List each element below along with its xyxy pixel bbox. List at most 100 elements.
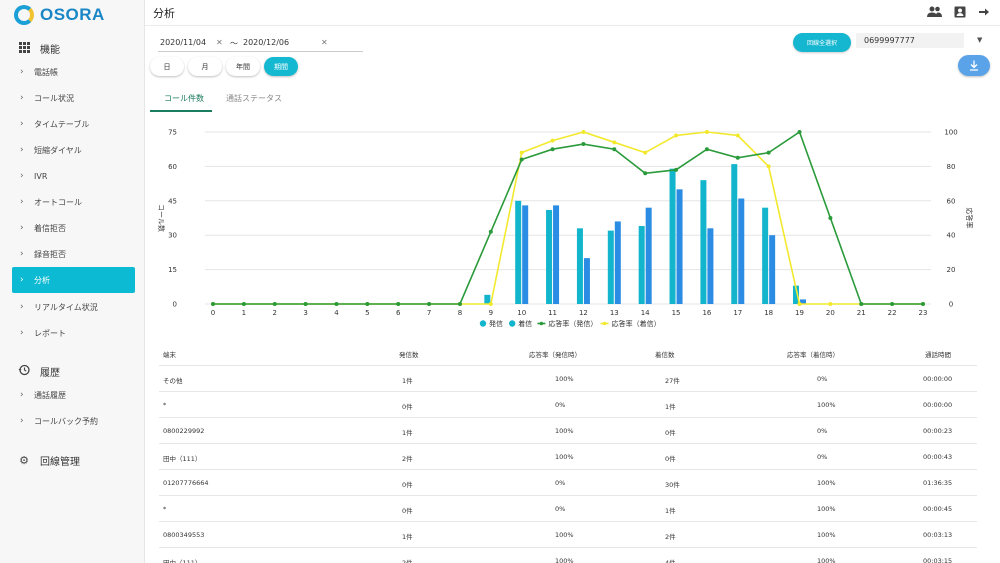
period-day-button[interactable]: 日 [150, 57, 184, 76]
sidebar-item-realtime[interactable]: › リアルタイム状況 [12, 294, 135, 320]
table-cell: 田中（111） [163, 455, 202, 463]
table-cell: 30件 [665, 481, 680, 489]
sidebar-item-phonebook[interactable]: › 電話帳 [12, 59, 135, 85]
answer-rate-outgoing-point [581, 142, 586, 147]
table-cell: 01207776664 [163, 479, 209, 487]
table-row[interactable]: 田中（111） 2件 100% 4件 100% 00:03:15 [159, 548, 977, 563]
clear-from-icon[interactable]: ✕ [216, 38, 223, 47]
phone-number-select[interactable]: 0699997777 [856, 33, 964, 48]
date-from[interactable]: 2020/11/04 [160, 38, 207, 47]
legend-label: 応答率（着信） [612, 319, 661, 328]
answer-rate-incoming-point [828, 302, 833, 306]
page-title: 分析 [153, 7, 175, 20]
sidebar-item-incoming-block[interactable]: › 着信拒否 [12, 215, 135, 241]
chevron-right-icon: › [20, 390, 24, 400]
table-cell: * [163, 505, 167, 513]
sidebar-item-ivr[interactable]: › IVR [12, 163, 135, 189]
chevron-down-icon[interactable]: ▼ [977, 36, 983, 44]
bar-outgoing [546, 209, 553, 304]
column-header[interactable]: 応答率（着信時） [787, 351, 839, 359]
chevron-right-icon: › [20, 328, 24, 338]
answer-rate-outgoing-point [674, 167, 679, 172]
table-cell: 100% [817, 531, 836, 539]
sidebar-item-label: レポート [34, 328, 66, 338]
x-tick-label: 20 [826, 309, 835, 317]
logo[interactable]: OSORA [14, 4, 105, 26]
period-range-button[interactable]: 期間 [264, 57, 298, 76]
bar-outgoing [515, 200, 522, 304]
users-icon[interactable] [927, 6, 942, 21]
chevron-right-icon: › [20, 171, 24, 181]
sidebar-item-callback[interactable]: › コールバック予約 [12, 408, 135, 434]
logout-icon[interactable] [978, 6, 990, 21]
answer-rate-outgoing-point [272, 302, 277, 306]
sidebar-item-recording-block[interactable]: › 録音拒否 [12, 241, 135, 267]
table-row[interactable]: 0800229992 1件 100% 0件 0% 00:00:23 [159, 418, 977, 444]
line-mgmt-heading[interactable]: ⚙ 回線管理 [18, 453, 80, 468]
features-heading: 機能 [18, 41, 60, 56]
download-button[interactable] [958, 55, 990, 76]
column-header[interactable]: 着信数 [655, 351, 675, 359]
x-tick-label: 18 [764, 309, 773, 317]
table-cell: 0% [817, 427, 828, 435]
date-range-field[interactable]: 2020/11/04 ✕ 〜 2020/12/06 ✕ [158, 35, 363, 52]
answer-rate-outgoing-point [303, 302, 308, 306]
column-header[interactable]: 通話時間 [925, 351, 951, 359]
table-row[interactable]: * 0件 0% 1件 100% 00:00:45 [159, 496, 977, 522]
column-header[interactable]: 応答率（発信時） [529, 351, 581, 359]
x-tick-label: 15 [672, 309, 681, 317]
x-tick-label: 1 [242, 309, 246, 317]
select-all-lines-button[interactable]: 回線全選択 [793, 33, 851, 52]
table-row[interactable]: 01207776664 0件 0% 30件 100% 01:36:35 [159, 470, 977, 496]
table-cell: 0% [555, 505, 566, 513]
sidebar-item-analysis[interactable]: › 分析 [12, 267, 135, 293]
account-box-icon[interactable] [954, 6, 966, 21]
x-tick-label: 10 [517, 309, 526, 317]
bar-outgoing [607, 230, 614, 304]
table-cell: 1件 [402, 429, 413, 437]
date-to[interactable]: 2020/12/06 [243, 38, 290, 47]
table-row[interactable]: 0800349553 1件 100% 2件 100% 00:03:13 [159, 522, 977, 548]
table-cell: 00:03:13 [923, 531, 953, 539]
features-heading-label: 機能 [40, 45, 60, 56]
table-cell: 100% [817, 401, 836, 409]
logo-text: OSORA [40, 5, 105, 24]
legend-label: 着信 [518, 319, 532, 328]
x-tick-label: 11 [548, 309, 557, 317]
table-cell: 100% [817, 479, 836, 487]
x-tick-label: 7 [427, 309, 431, 317]
bar-outgoing [762, 207, 769, 304]
sidebar-item-timetable[interactable]: › タイムテーブル [12, 111, 135, 137]
sidebar: OSORA 機能 › 電話帳 › コール状況 › タイムテーブル › 短縮ダイヤル › I… [0, 0, 145, 563]
x-tick-label: 3 [303, 309, 307, 317]
sidebar-item-autocall[interactable]: › オートコール [12, 189, 135, 215]
period-month-button[interactable]: 月 [188, 57, 222, 76]
sidebar-item-speed-dial[interactable]: › 短縮ダイヤル [12, 137, 135, 163]
sidebar-item-call-status[interactable]: › コール状況 [12, 85, 135, 111]
bar-incoming [614, 221, 621, 304]
period-year-button[interactable]: 年間 [226, 57, 260, 76]
answer-rate-incoming-point [766, 164, 771, 169]
column-header[interactable]: 発信数 [399, 351, 419, 359]
sidebar-item-report[interactable]: › レポート [12, 320, 135, 346]
tab-call-status[interactable]: 通話ステータス [226, 94, 282, 103]
answer-rate-outgoing-point [797, 130, 802, 134]
x-tick-label: 16 [702, 309, 711, 317]
clear-to-icon[interactable]: ✕ [321, 38, 328, 47]
answer-rate-outgoing-point [365, 302, 370, 306]
bar-incoming [583, 258, 590, 304]
table-cell: 0件 [402, 403, 413, 411]
table-row[interactable]: その他 1件 100% 27件 0% 00:00:00 [159, 366, 977, 392]
table-cell: 0件 [665, 429, 676, 437]
table-cell: 2件 [402, 559, 413, 563]
table-row[interactable]: 田中（111） 2件 100% 0件 0% 00:00:43 [159, 444, 977, 470]
column-header[interactable]: 端末 [163, 351, 176, 359]
tab-call-count[interactable]: コール件数 [164, 94, 204, 103]
y-left-tick-label: 45 [168, 197, 177, 205]
table-row[interactable]: * 0件 0% 1件 100% 00:00:00 [159, 392, 977, 418]
table-cell: 0800229992 [163, 427, 205, 435]
x-tick-label: 8 [458, 309, 462, 317]
sidebar-item-call-history[interactable]: › 通話履歴 [12, 382, 135, 408]
table-cell: 田中（111） [163, 559, 202, 563]
table-cell: 27件 [665, 377, 680, 385]
